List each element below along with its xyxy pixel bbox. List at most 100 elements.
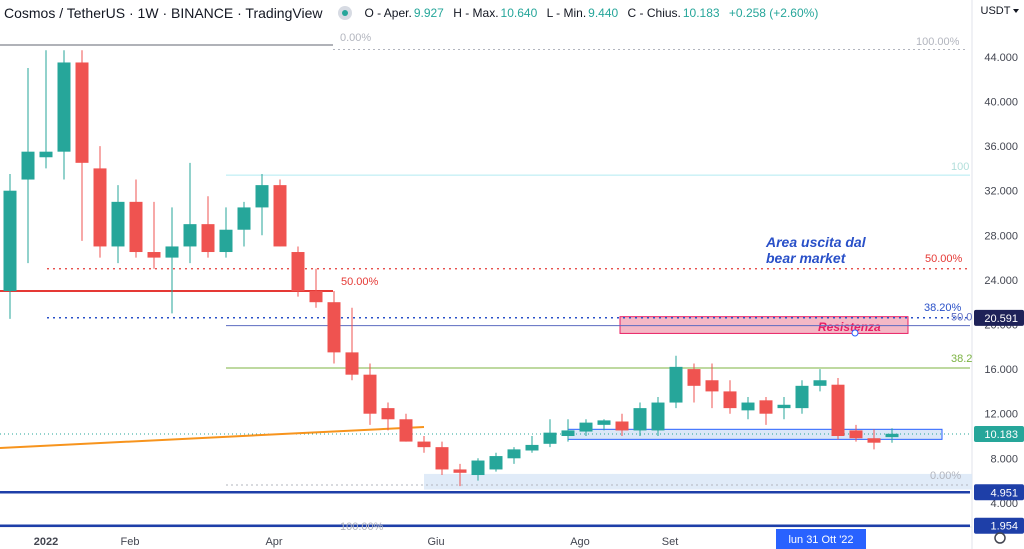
- low-value: 9.440: [588, 6, 619, 20]
- candle-body: [399, 419, 413, 442]
- candle-body: [21, 151, 35, 180]
- fib-label-bottom-0: 0.00%: [930, 470, 961, 482]
- candle-body: [867, 438, 881, 443]
- price-tag-label: 4.951: [990, 487, 1018, 499]
- price-tag: [974, 309, 1024, 326]
- y-tick-label: 4.000: [990, 498, 1018, 510]
- price-tag-label: 20.591: [984, 313, 1018, 325]
- market-status-icon: [338, 6, 353, 20]
- candle-body: [813, 380, 827, 386]
- candle-body: [363, 374, 377, 414]
- y-tick-label: 16.000: [984, 364, 1018, 376]
- candle-body: [219, 229, 233, 253]
- candle-body: [795, 385, 809, 409]
- annotation-area-line2: bear market: [766, 250, 847, 266]
- candle-body: [525, 444, 539, 451]
- price-tag-label: 1.954: [990, 521, 1018, 533]
- candle-body: [237, 207, 251, 230]
- cyan-level-label: 100: [951, 161, 969, 173]
- candle-body: [417, 441, 431, 448]
- close-label: C - Chius.: [627, 6, 681, 20]
- resistance-anchor-handle: [851, 329, 859, 337]
- high-value: 10.640: [500, 6, 538, 20]
- candle-body: [327, 302, 341, 353]
- high-label: H - Max.: [453, 6, 499, 20]
- y-tick-label: 28.000: [984, 230, 1018, 242]
- open-label: O - Aper.: [364, 6, 412, 20]
- candle-body: [651, 402, 665, 431]
- candle-body: [687, 369, 701, 386]
- y-tick-label: 32.000: [984, 186, 1018, 198]
- support-zone-low: [424, 473, 972, 490]
- candle-body: [741, 402, 755, 411]
- candle-body: [57, 62, 71, 152]
- crosshair-date-label: lun 31 Ott '22: [788, 534, 853, 546]
- candle-body: [831, 384, 845, 436]
- candle-body: [669, 366, 683, 403]
- x-tick-label: Feb: [121, 536, 140, 548]
- candle-body: [597, 420, 611, 425]
- ohlc-values: O - Aper. 9.927 H - Max. 10.640 L - Min. 9.…: [364, 6, 824, 20]
- candle-body: [435, 447, 449, 470]
- crosshair-date-tag: [776, 529, 866, 549]
- y-tick-label: 8.000: [990, 453, 1018, 465]
- candle-body: [75, 62, 89, 163]
- close-value: 10.183: [682, 6, 720, 20]
- price-tag: [974, 425, 1024, 442]
- open-value: 9.927: [413, 6, 444, 20]
- x-tick-label: Giu: [427, 536, 444, 548]
- orange-trend-line: [0, 426, 425, 449]
- resistance-label: Resistenza: [818, 320, 881, 334]
- candle-body: [543, 432, 557, 444]
- x-tick-label: Apr: [265, 536, 282, 548]
- red-level-label-left: 50.00%: [341, 276, 379, 288]
- price-tag-label: 10.183: [984, 429, 1018, 441]
- candle-body: [255, 185, 269, 208]
- price-tag: [974, 484, 1024, 501]
- candle-body: [39, 151, 53, 158]
- x-tick-label: Set: [662, 536, 679, 548]
- y-tick-label: 44.000: [984, 52, 1018, 64]
- symbol-title[interactable]: Cosmos / TetherUS · 1W · BINANCE · Tradi…: [4, 5, 323, 21]
- candle-body: [291, 252, 305, 292]
- candle-body: [381, 408, 395, 420]
- candle-body: [579, 422, 593, 432]
- candle-body: [471, 460, 485, 476]
- candle-body: [885, 433, 899, 438]
- candle-body: [273, 185, 287, 247]
- candle-body: [615, 421, 629, 431]
- red-level-label-right: 50.00%: [925, 253, 963, 265]
- candle-body: [183, 224, 197, 247]
- x-tick-label: 2022: [34, 536, 58, 548]
- green-level-label: 38.2: [951, 353, 972, 365]
- fib-label-100: 100.00%: [916, 36, 960, 48]
- candle-body: [723, 391, 737, 409]
- y-tick-label: 36.000: [984, 141, 1018, 153]
- candle-body: [777, 404, 791, 409]
- fib-label-bottom-100: 100.00%: [340, 521, 384, 533]
- currency-selector[interactable]: USDT: [976, 2, 1024, 20]
- candle-body: [309, 291, 323, 303]
- x-tick-label: Ago: [570, 536, 590, 548]
- candle-body: [129, 201, 143, 253]
- candle-body: [849, 430, 863, 439]
- candle-body: [147, 252, 161, 258]
- candle-body: [93, 168, 107, 247]
- candle-body: [111, 201, 125, 247]
- candle-body: [165, 246, 179, 258]
- y-tick-label: 24.000: [984, 275, 1018, 287]
- candle-body: [705, 380, 719, 392]
- candle-body: [489, 456, 503, 470]
- y-tick-label: 40.000: [984, 97, 1018, 109]
- candle-body: [507, 449, 521, 459]
- purple-level-label: 50.0: [951, 312, 972, 324]
- candle-body: [345, 352, 359, 375]
- settings-gear-icon[interactable]: [994, 532, 1006, 544]
- fib-label-0: 0.00%: [340, 32, 371, 44]
- chart-header: Cosmos / TetherUS · 1W · BINANCE · Tradi…: [0, 0, 824, 26]
- candle-body: [453, 469, 467, 473]
- candle-body: [3, 190, 17, 292]
- low-label: L - Min.: [546, 6, 587, 20]
